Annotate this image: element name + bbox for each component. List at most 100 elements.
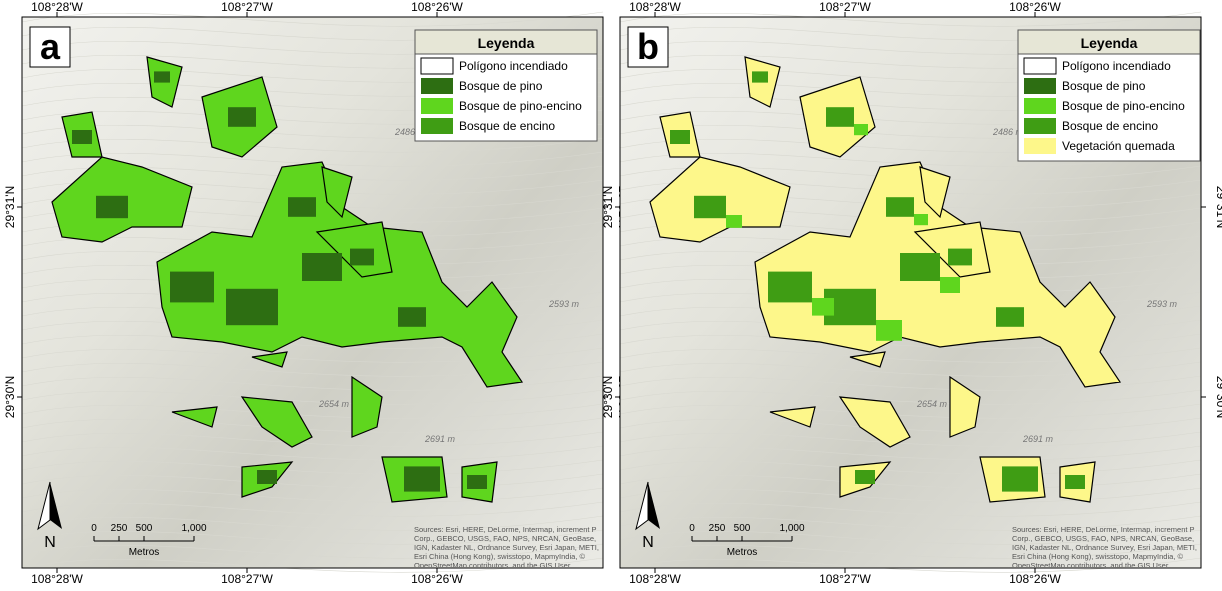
- legend-swatch: [1024, 98, 1056, 114]
- legend-swatch: [1024, 78, 1056, 94]
- panel-label-box: [627, 26, 669, 68]
- vegetation-patch: [302, 253, 342, 281]
- latitude-label: 29°30'N: [1214, 376, 1222, 418]
- attribution: Sources: Esri, HERE, DeLorme, Intermap, …: [414, 525, 599, 567]
- legend-title-bar: [414, 29, 598, 55]
- legend-title-bar: [1017, 29, 1201, 55]
- north-arrow: [635, 481, 649, 531]
- elevation-label: 2593 m: [548, 299, 580, 309]
- longitude-label: 108°27'W: [221, 0, 273, 14]
- panel-label: a: [40, 26, 61, 67]
- latitude-label: 29°30'N: [601, 376, 615, 418]
- burned-polygon: [919, 166, 951, 219]
- burned-polygon: [769, 406, 816, 428]
- longitude-label: 108°27'W: [221, 572, 273, 586]
- contour: [21, 11, 604, 27]
- attribution-text: Sources: Esri, HERE, DeLorme, Intermap, …: [414, 525, 599, 567]
- scale-label: 250: [709, 523, 726, 534]
- panel-label: b: [637, 26, 659, 67]
- north-arrow: [648, 482, 660, 529]
- contour: [21, 501, 604, 517]
- longitude-label: 108°26'W: [1009, 572, 1061, 586]
- legend-label: Bosque de pino: [1062, 79, 1146, 93]
- north-arrow: [50, 482, 62, 529]
- vegetation-patch: [170, 271, 214, 303]
- contour: [619, 501, 1202, 517]
- vegetation-patch: [228, 107, 256, 127]
- vegetation-patch: [398, 307, 426, 327]
- vegetation-patch: [154, 71, 170, 83]
- legend-swatch: [1023, 57, 1057, 75]
- elevation-label: 2593 m: [1146, 299, 1178, 309]
- elevation-label: 2691 m: [424, 434, 456, 444]
- legend-swatch: [421, 98, 453, 114]
- north-label: N: [642, 534, 654, 551]
- longitude-label: 108°26'W: [411, 0, 463, 14]
- longitude-label: 108°28'W: [629, 572, 681, 586]
- elevation-label: 2654 m: [916, 399, 948, 409]
- scale-label: 0: [91, 523, 97, 534]
- legend-label: Bosque de pino-encino: [1062, 99, 1185, 113]
- vegetation-patch: [726, 215, 742, 228]
- burned-polygon: [240, 396, 313, 448]
- legend-label: Bosque de encino: [1062, 119, 1158, 133]
- vegetation-patch: [1002, 466, 1038, 492]
- legend-label: Vegetación quemada: [1062, 139, 1175, 153]
- vegetation-patch: [670, 130, 690, 144]
- vegetation-patch: [226, 288, 278, 326]
- contour: [21, 515, 604, 531]
- latitude-label: 29°30'N: [3, 376, 17, 418]
- elevation-label: 2486 m: [394, 127, 426, 137]
- panel-label-box: [29, 26, 71, 68]
- legend-label: Bosque de encino: [459, 119, 555, 133]
- vegetation-patch: [694, 195, 726, 219]
- legend-label: Polígono incendiado: [459, 59, 568, 73]
- legend-label: Bosque de pino-encino: [459, 99, 582, 113]
- legend-swatch: [420, 57, 454, 75]
- vegetation-patch: [876, 320, 902, 341]
- scale-unit: Metros: [727, 547, 758, 558]
- scale-label: 500: [136, 523, 153, 534]
- vegetation-patch: [768, 271, 812, 303]
- contour: [619, 515, 1202, 531]
- legend-label: Bosque de pino: [459, 79, 543, 93]
- burned-polygon: [351, 375, 383, 438]
- contour: [619, 529, 1202, 545]
- contour: [619, 431, 1202, 447]
- vegetation-patch: [854, 124, 868, 136]
- vegetation-patch: [1065, 475, 1085, 489]
- vegetation-patch: [72, 130, 92, 144]
- contour: [21, 557, 604, 573]
- vegetation-patch: [96, 195, 128, 219]
- legend-title: Leyenda: [1081, 35, 1138, 51]
- longitude-label: 108°26'W: [411, 572, 463, 586]
- burned-polygon: [849, 351, 886, 368]
- burned-polygon: [171, 406, 218, 428]
- vegetation-patch: [288, 197, 316, 217]
- legend-label: Polígono incendiado: [1062, 59, 1171, 73]
- vegetation-patch: [812, 298, 834, 316]
- longitude-label: 108°28'W: [629, 0, 681, 14]
- contour: [619, 11, 1202, 27]
- contour: [619, 543, 1202, 559]
- latitude-label: 29°31'N: [1214, 186, 1222, 228]
- vegetation-patch: [826, 107, 854, 127]
- legend-swatch: [421, 78, 453, 94]
- longitude-label: 108°26'W: [1009, 0, 1061, 14]
- panel-frame: [21, 16, 604, 569]
- vegetation-patch: [404, 466, 440, 492]
- longitude-label: 108°28'W: [31, 572, 83, 586]
- burned-polygon: [949, 375, 981, 438]
- vegetation-patch: [900, 253, 940, 281]
- legend-title: Leyenda: [478, 35, 535, 51]
- north-arrow: [37, 481, 51, 531]
- legend-swatch: [421, 118, 453, 134]
- vegetation-patch: [996, 307, 1024, 327]
- contour: [21, 529, 604, 545]
- elevation-label: 2486 m: [992, 127, 1024, 137]
- latitude-label: 29°31'N: [3, 186, 17, 228]
- scale-label: 0: [689, 523, 695, 534]
- contour: [619, 557, 1202, 573]
- vegetation-patch: [752, 71, 768, 83]
